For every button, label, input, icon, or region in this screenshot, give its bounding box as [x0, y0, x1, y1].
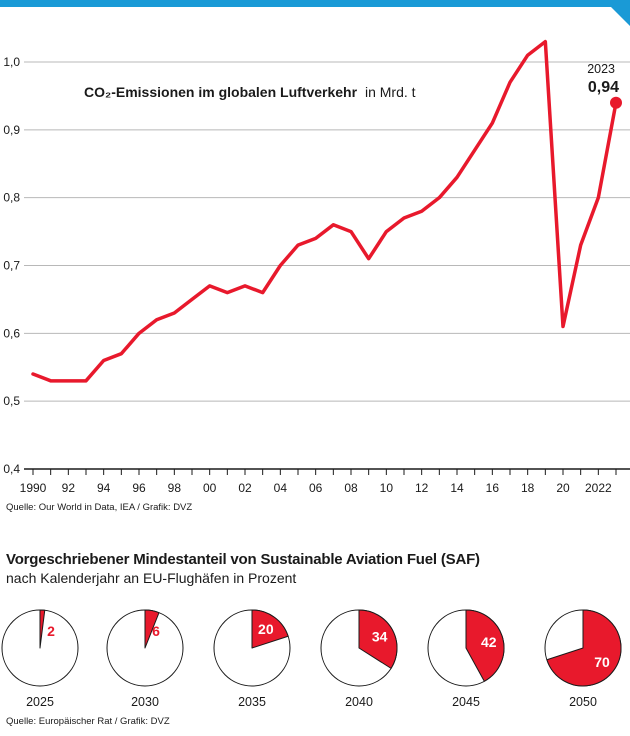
x-tick-label: 2022 [585, 481, 612, 495]
pie-value-label: 6 [152, 623, 160, 639]
annotation-value: 0,94 [588, 79, 619, 96]
saf-pie-charts: 2 2025 6 2030 20 2035 34 2040 42 2045 70 2050 [1, 609, 622, 709]
x-tick-label: 1990 [20, 481, 47, 495]
x-tick-label: 16 [486, 481, 500, 495]
x-tick-label: 08 [344, 481, 358, 495]
pie-year-label: 2045 [452, 695, 480, 709]
pie-value-label: 34 [372, 629, 388, 645]
top-accent-bar [0, 0, 630, 7]
pie-value-label: 70 [594, 654, 610, 670]
y-tick-label: 0,9 [3, 123, 20, 137]
pie-value-label: 42 [481, 634, 497, 650]
series-layer [31, 39, 622, 383]
x-tick-label: 92 [62, 481, 76, 495]
co2-line-chart: 1,0 0,9 0,8 0,7 0,6 0,5 0,4 1990 92 94 96 98 00 02 04… [3, 39, 630, 495]
pie-slice [144, 609, 160, 649]
co2-emissions-line [31, 39, 618, 383]
x-axis-ticks: 1990 92 94 96 98 00 02 04 06 08 10 12 14 16 18 20 2022 [20, 469, 617, 495]
pie-slice [546, 609, 622, 687]
y-tick-label: 0,4 [3, 462, 20, 476]
y-tick-label: 1,0 [3, 55, 20, 69]
x-tick-label: 12 [415, 481, 429, 495]
x-tick-label: 20 [556, 481, 570, 495]
x-tick-label: 96 [132, 481, 146, 495]
saf-title: Vorgeschriebener Mindestanteil von Susta… [6, 551, 480, 568]
pie-year-label: 2030 [131, 695, 159, 709]
x-tick-label: 94 [97, 481, 111, 495]
annotation-year: 2023 [587, 62, 615, 76]
y-tick-label: 0,6 [3, 326, 20, 340]
grid-lines [24, 61, 630, 470]
x-tick-label: 18 [521, 481, 535, 495]
pie-slice [39, 609, 46, 649]
pie-value-label: 2 [47, 623, 55, 639]
x-tick-label: 10 [380, 481, 394, 495]
saf-pie-2050: 70 2050 [544, 609, 622, 709]
saf-pie-2025: 2 2025 [1, 609, 79, 709]
chart-title-main: CO₂-Emissionen im globalen Luftverkehr [84, 84, 358, 100]
pie-year-label: 2025 [26, 695, 54, 709]
x-tick-label: 14 [450, 481, 464, 495]
pie-year-label: 2050 [569, 695, 597, 709]
saf-pie-2035: 20 2035 [213, 609, 291, 709]
pie-year-label: 2035 [238, 695, 266, 709]
x-tick-label: 04 [274, 481, 288, 495]
pie-slice [465, 609, 505, 682]
y-tick-label: 0,7 [3, 259, 20, 273]
pie-value-label: 20 [258, 621, 274, 637]
x-tick-label: 06 [309, 481, 323, 495]
saf-pie-2045: 42 2045 [427, 609, 505, 709]
x-tick-label: 98 [168, 481, 182, 495]
y-axis-ticks: 1,0 0,9 0,8 0,7 0,6 0,5 0,4 [3, 55, 20, 476]
pie-slice [358, 609, 398, 669]
y-tick-label: 0,8 [3, 191, 20, 205]
pie-chart-source: Quelle: Europäischer Rat / Grafik: DVZ [6, 716, 170, 727]
saf-pie-2030: 6 2030 [106, 609, 184, 709]
x-tick-label: 02 [238, 481, 252, 495]
endpoint-marker [610, 96, 622, 109]
saf-pie-2040: 34 2040 [320, 609, 398, 709]
pie-year-label: 2040 [345, 695, 373, 709]
y-tick-label: 0,5 [3, 394, 20, 408]
chart-title-unit: in Mrd. t [365, 84, 416, 100]
line-chart-source: Quelle: Our World in Data, IEA / Grafik:… [6, 502, 193, 513]
chart-title: CO₂-Emissionen im globalen Luftverkehr i… [84, 84, 416, 100]
pie-slice [251, 609, 289, 649]
x-tick-label: 00 [203, 481, 217, 495]
corner-accent [604, 0, 630, 26]
saf-subtitle: nach Kalenderjahr an EU-Flughäfen in Pro… [6, 570, 297, 586]
